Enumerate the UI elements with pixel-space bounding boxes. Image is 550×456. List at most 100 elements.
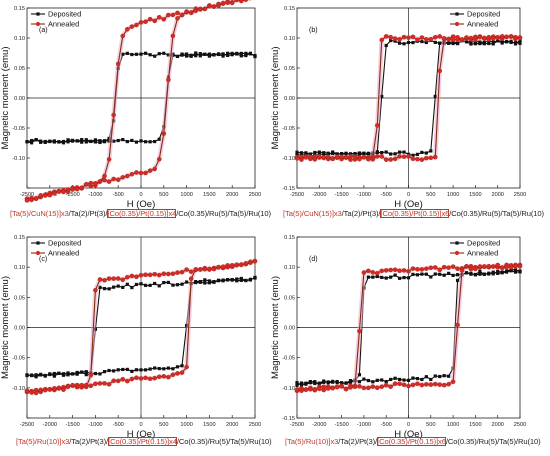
data-point — [357, 151, 362, 155]
data-point — [147, 376, 153, 382]
data-point — [433, 35, 438, 40]
data-point — [52, 190, 57, 196]
data-point — [459, 268, 465, 273]
data-point — [451, 41, 455, 46]
data-point — [162, 367, 166, 371]
data-point — [348, 385, 353, 390]
data-point — [161, 131, 167, 136]
data-point — [143, 368, 148, 372]
data-point — [220, 0, 226, 6]
data-point — [147, 168, 153, 173]
data-point — [52, 371, 56, 376]
data-point — [139, 368, 143, 372]
data-point — [393, 273, 397, 277]
data-point — [211, 4, 217, 9]
data-point — [433, 381, 438, 387]
data-point — [295, 383, 299, 387]
series-annealed — [294, 262, 523, 394]
caption-b-cap: /Co(0.35)/Ru(5)/Ta(5)/Ru(10) — [449, 209, 544, 218]
data-point — [322, 151, 326, 155]
data-point — [429, 149, 433, 153]
data-point — [84, 370, 88, 374]
data-point — [304, 382, 308, 386]
data-point — [147, 272, 153, 278]
data-point — [130, 285, 134, 290]
data-point — [322, 379, 326, 383]
data-point — [495, 262, 500, 268]
data-point — [147, 16, 153, 22]
data-point — [65, 187, 71, 192]
data-point — [402, 150, 406, 154]
series-annealed — [24, 258, 258, 396]
data-point — [343, 386, 349, 392]
legend-label: Deposited — [467, 239, 500, 248]
data-point — [102, 381, 107, 386]
data-point — [504, 34, 509, 40]
x-tick-label: -2500 — [20, 422, 34, 428]
data-point — [446, 381, 451, 387]
data-point — [401, 34, 407, 40]
data-point — [392, 267, 398, 272]
data-point — [295, 381, 299, 385]
legend-marker — [454, 21, 460, 27]
data-point — [317, 381, 321, 385]
data-point — [464, 39, 469, 43]
data-point — [375, 378, 379, 382]
data-point — [175, 16, 180, 21]
data-point — [239, 0, 244, 4]
data-point — [166, 374, 171, 380]
data-point — [71, 372, 75, 376]
data-point — [120, 277, 126, 283]
legend-marker — [35, 250, 41, 256]
data-point — [112, 369, 116, 373]
data-point — [325, 154, 331, 160]
x-tick-label: -1000 — [357, 192, 371, 198]
data-point — [244, 53, 248, 58]
data-point — [401, 382, 407, 388]
data-point — [397, 377, 402, 382]
data-point — [230, 277, 234, 282]
x-tick-label: -1000 — [88, 422, 102, 428]
data-point — [348, 152, 353, 156]
data-point — [244, 278, 248, 283]
data-point — [415, 267, 420, 272]
legend-label: Deposited — [48, 239, 81, 248]
caption-a-cap: /Co(0.35)/Ru(5)/Ta(5)/Ru(10) — [176, 209, 271, 218]
caption-b: [Ta(5)/CuN(15)]x3/Ta(2)/Pt(3)/[Co(0.35)/… — [283, 209, 544, 218]
data-point — [84, 373, 88, 377]
data-point — [170, 271, 176, 277]
y-tick-label: -0.10 — [12, 156, 25, 162]
data-point — [115, 276, 121, 281]
data-point — [116, 284, 120, 288]
y-axis-label: Magnetic moment (emu) — [270, 276, 281, 379]
data-point — [111, 378, 116, 383]
data-point — [171, 367, 175, 371]
data-point — [384, 276, 388, 280]
data-point — [143, 272, 148, 278]
legend-label: Deposited — [467, 10, 500, 19]
y-tick-label: -0.05 — [12, 126, 25, 132]
data-point — [304, 151, 308, 155]
data-point — [317, 154, 322, 159]
data-point — [299, 383, 304, 387]
y-tick-label: 0.00 — [284, 326, 295, 332]
data-point — [468, 266, 474, 272]
data-point — [166, 271, 171, 277]
y-tick-label: 0.05 — [284, 66, 295, 72]
data-point — [397, 154, 402, 159]
data-point — [330, 156, 335, 161]
data-point — [424, 272, 428, 276]
data-point — [299, 151, 304, 155]
data-point — [375, 385, 380, 390]
data-point — [88, 180, 94, 186]
data-point — [299, 154, 304, 160]
data-point — [157, 52, 161, 56]
data-point — [491, 270, 495, 274]
data-point — [139, 52, 143, 56]
data-point — [410, 266, 416, 271]
data-point — [115, 378, 121, 384]
data-point — [179, 269, 185, 275]
data-point — [384, 43, 388, 48]
data-point — [473, 34, 478, 40]
